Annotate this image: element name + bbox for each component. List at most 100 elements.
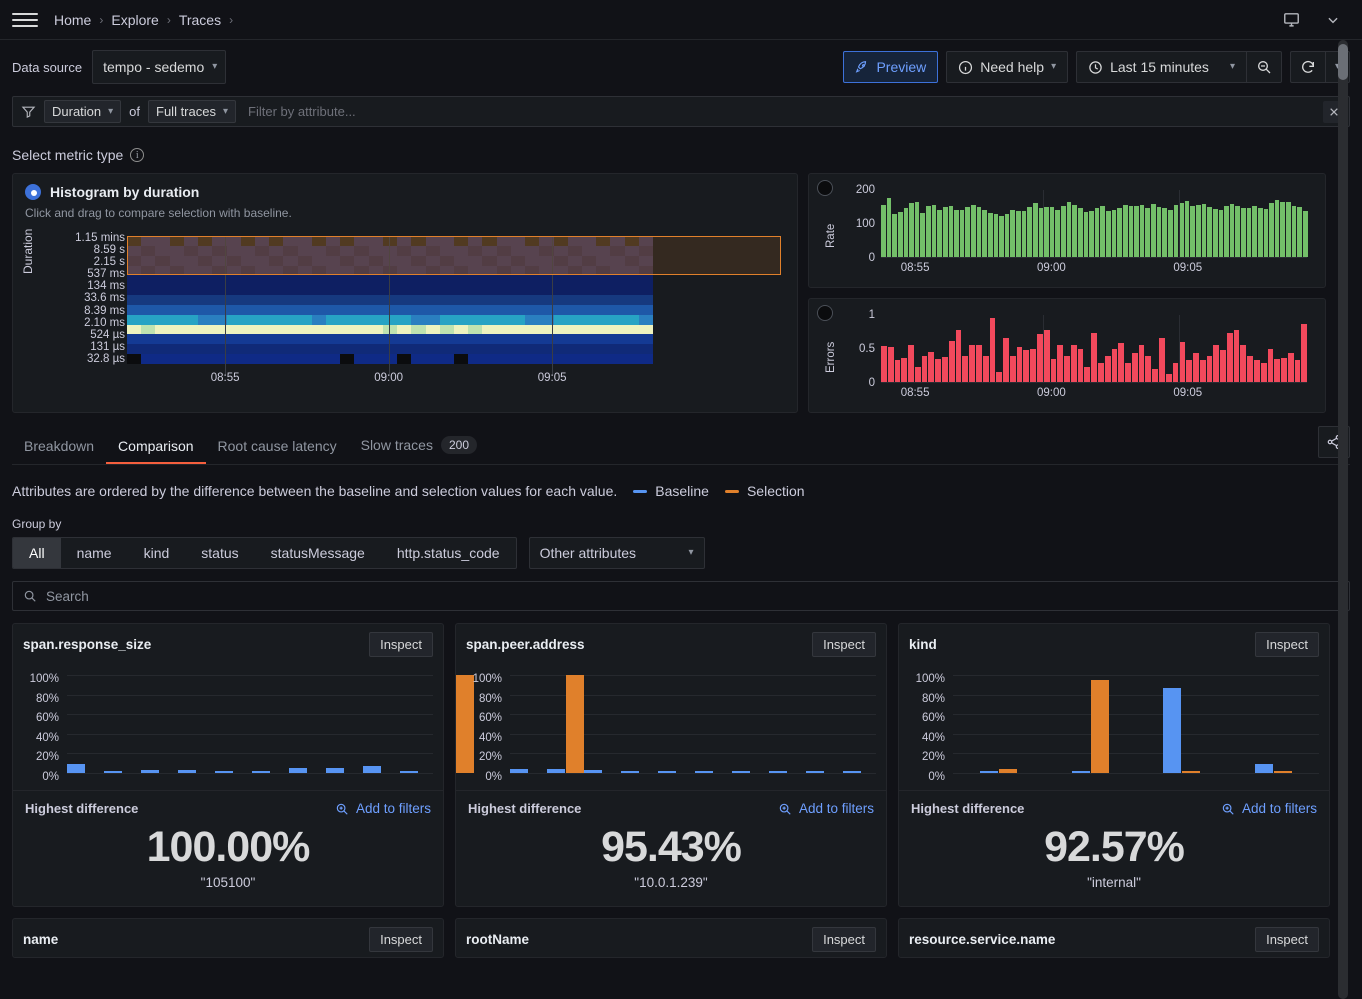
heatmap-column[interactable] [724, 236, 738, 364]
heatmap-column[interactable] [226, 236, 241, 364]
breadcrumb-item-explore[interactable]: Explore [111, 11, 159, 28]
metric-type-pill[interactable]: Duration ▾ [44, 100, 122, 123]
group-by-option-http-status-code[interactable]: http.status_code [396, 545, 500, 561]
group-by-option-kind[interactable]: kind [143, 545, 170, 561]
info-icon[interactable]: i [130, 148, 145, 162]
heatmap-column[interactable] [653, 236, 667, 364]
heatmap-column[interactable] [696, 236, 710, 364]
heatmap-column[interactable] [581, 236, 597, 364]
heatmap-column[interactable] [567, 236, 582, 364]
heatmap-column[interactable] [638, 236, 654, 364]
errors-bars[interactable] [881, 315, 1308, 383]
preview-button[interactable]: Preview [843, 51, 939, 83]
add-to-filters-button[interactable]: Add to filters [778, 801, 874, 816]
hamburger-menu-icon[interactable] [12, 7, 38, 33]
heatmap-column[interactable] [667, 236, 681, 364]
tab-breakdown[interactable]: Breakdown [12, 438, 106, 464]
chevron-down-icon[interactable] [1320, 7, 1346, 33]
heatmap-cell [127, 324, 142, 335]
page-scrollbar-track[interactable] [1338, 40, 1348, 999]
scope-pill[interactable]: Full traces ▾ [148, 100, 237, 123]
breadcrumb-item-traces[interactable]: Traces [178, 11, 222, 28]
heatmap-column[interactable] [454, 236, 469, 364]
heatmap-column[interactable] [710, 236, 724, 364]
refresh-icon[interactable] [1289, 51, 1325, 83]
errors-radio[interactable] [817, 305, 833, 321]
histogram-panel[interactable]: Histogram by duration Click and drag to … [12, 173, 798, 413]
attribute-filter-input[interactable]: Filter by attribute... [248, 104, 356, 119]
heatmap-column[interactable] [311, 236, 327, 364]
heatmap-column[interactable] [340, 236, 355, 364]
datasource-select[interactable]: tempo - sedemo ▾ [92, 50, 227, 84]
group-by-option-statusmessage[interactable]: statusMessage [270, 545, 365, 561]
heatmap-column[interactable] [496, 236, 511, 364]
heatmap-cell [454, 285, 469, 296]
heatmap-column[interactable] [411, 236, 426, 364]
inspect-button[interactable]: Inspect [812, 632, 876, 657]
heatmap-column[interactable] [610, 236, 625, 364]
histogram-radio-row[interactable]: Histogram by duration [25, 184, 785, 200]
heatmap-column[interactable] [183, 236, 199, 364]
heatmap-column[interactable] [397, 236, 412, 364]
heatmap-column[interactable] [297, 236, 312, 364]
heatmap-column[interactable] [368, 236, 383, 364]
group-by-option-status[interactable]: status [201, 545, 239, 561]
other-attributes-select[interactable]: Other attributes ▾ [528, 537, 705, 569]
heatmap-column[interactable] [624, 236, 639, 364]
inspect-button[interactable]: Inspect [369, 927, 433, 953]
heatmap-column[interactable] [482, 236, 497, 364]
heatmap-column[interactable] [127, 236, 142, 364]
heatmap-column[interactable] [212, 236, 227, 364]
tab-slow-traces[interactable]: Slow traces 200 [349, 436, 489, 464]
heatmap-column[interactable] [354, 236, 369, 364]
heatmap-column[interactable] [382, 236, 398, 364]
histogram-heatmap[interactable]: Duration 1.15 mins 8.59 s 2.15 s 537 ms 134 … [21, 229, 785, 400]
inspect-button[interactable]: Inspect [812, 927, 876, 953]
heatmap-plot[interactable] [127, 236, 781, 376]
heatmap-column[interactable] [425, 236, 440, 364]
heatmap-column[interactable] [240, 236, 255, 364]
rate-radio[interactable] [817, 180, 833, 196]
histogram-radio[interactable] [25, 184, 41, 200]
heatmap-column[interactable] [155, 236, 170, 364]
bar [1162, 208, 1167, 257]
heatmap-column[interactable] [326, 236, 341, 364]
zoom-out-icon[interactable] [1245, 51, 1282, 83]
inspect-button[interactable]: Inspect [1255, 927, 1319, 953]
heatmap-column[interactable] [681, 236, 695, 364]
group-by-option-name[interactable]: name [76, 545, 112, 561]
time-range-picker[interactable]: Last 15 minutes ▾ [1076, 51, 1246, 83]
breadcrumb-item-home[interactable]: Home [54, 11, 92, 28]
heatmap-column[interactable] [269, 236, 284, 364]
errors-panel[interactable]: Errors 1 0.5 0 08:55 09:00 09:05 [808, 298, 1326, 413]
add-to-filters-button[interactable]: Add to filters [335, 801, 431, 816]
rate-panel[interactable]: Rate 200 100 0 08:55 09:00 09:05 [808, 173, 1326, 288]
page-scrollbar-thumb[interactable] [1338, 44, 1348, 80]
heatmap-column[interactable] [169, 236, 184, 364]
heatmap-column[interactable] [198, 236, 213, 364]
group-by-option-all[interactable]: All [13, 538, 61, 568]
heatmap-column[interactable] [510, 236, 526, 364]
heatmap-column[interactable] [439, 236, 454, 364]
tab-root-cause-latency[interactable]: Root cause latency [206, 438, 349, 464]
heatmap-column[interactable] [525, 236, 540, 364]
heatmap-column[interactable] [753, 236, 767, 364]
heatmap-column[interactable] [738, 236, 752, 364]
heatmap-column[interactable] [283, 236, 298, 364]
heatmap-column[interactable] [254, 236, 270, 364]
inspect-button[interactable]: Inspect [369, 632, 433, 657]
bar [1190, 206, 1195, 257]
heatmap-column[interactable] [539, 236, 554, 364]
search-input[interactable]: Search [12, 581, 1350, 611]
monitor-icon[interactable] [1278, 7, 1304, 33]
heatmap-column[interactable] [596, 236, 611, 364]
tab-comparison[interactable]: Comparison [106, 438, 205, 464]
heatmap-column[interactable] [553, 236, 568, 364]
heatmap-column[interactable] [141, 236, 156, 364]
inspect-button[interactable]: Inspect [1255, 632, 1319, 657]
rate-bars[interactable] [881, 190, 1308, 258]
heatmap-column[interactable] [468, 236, 483, 364]
add-to-filters-button[interactable]: Add to filters [1221, 801, 1317, 816]
need-help-button[interactable]: Need help ▾ [946, 51, 1069, 83]
heatmap-column[interactable] [767, 236, 781, 364]
